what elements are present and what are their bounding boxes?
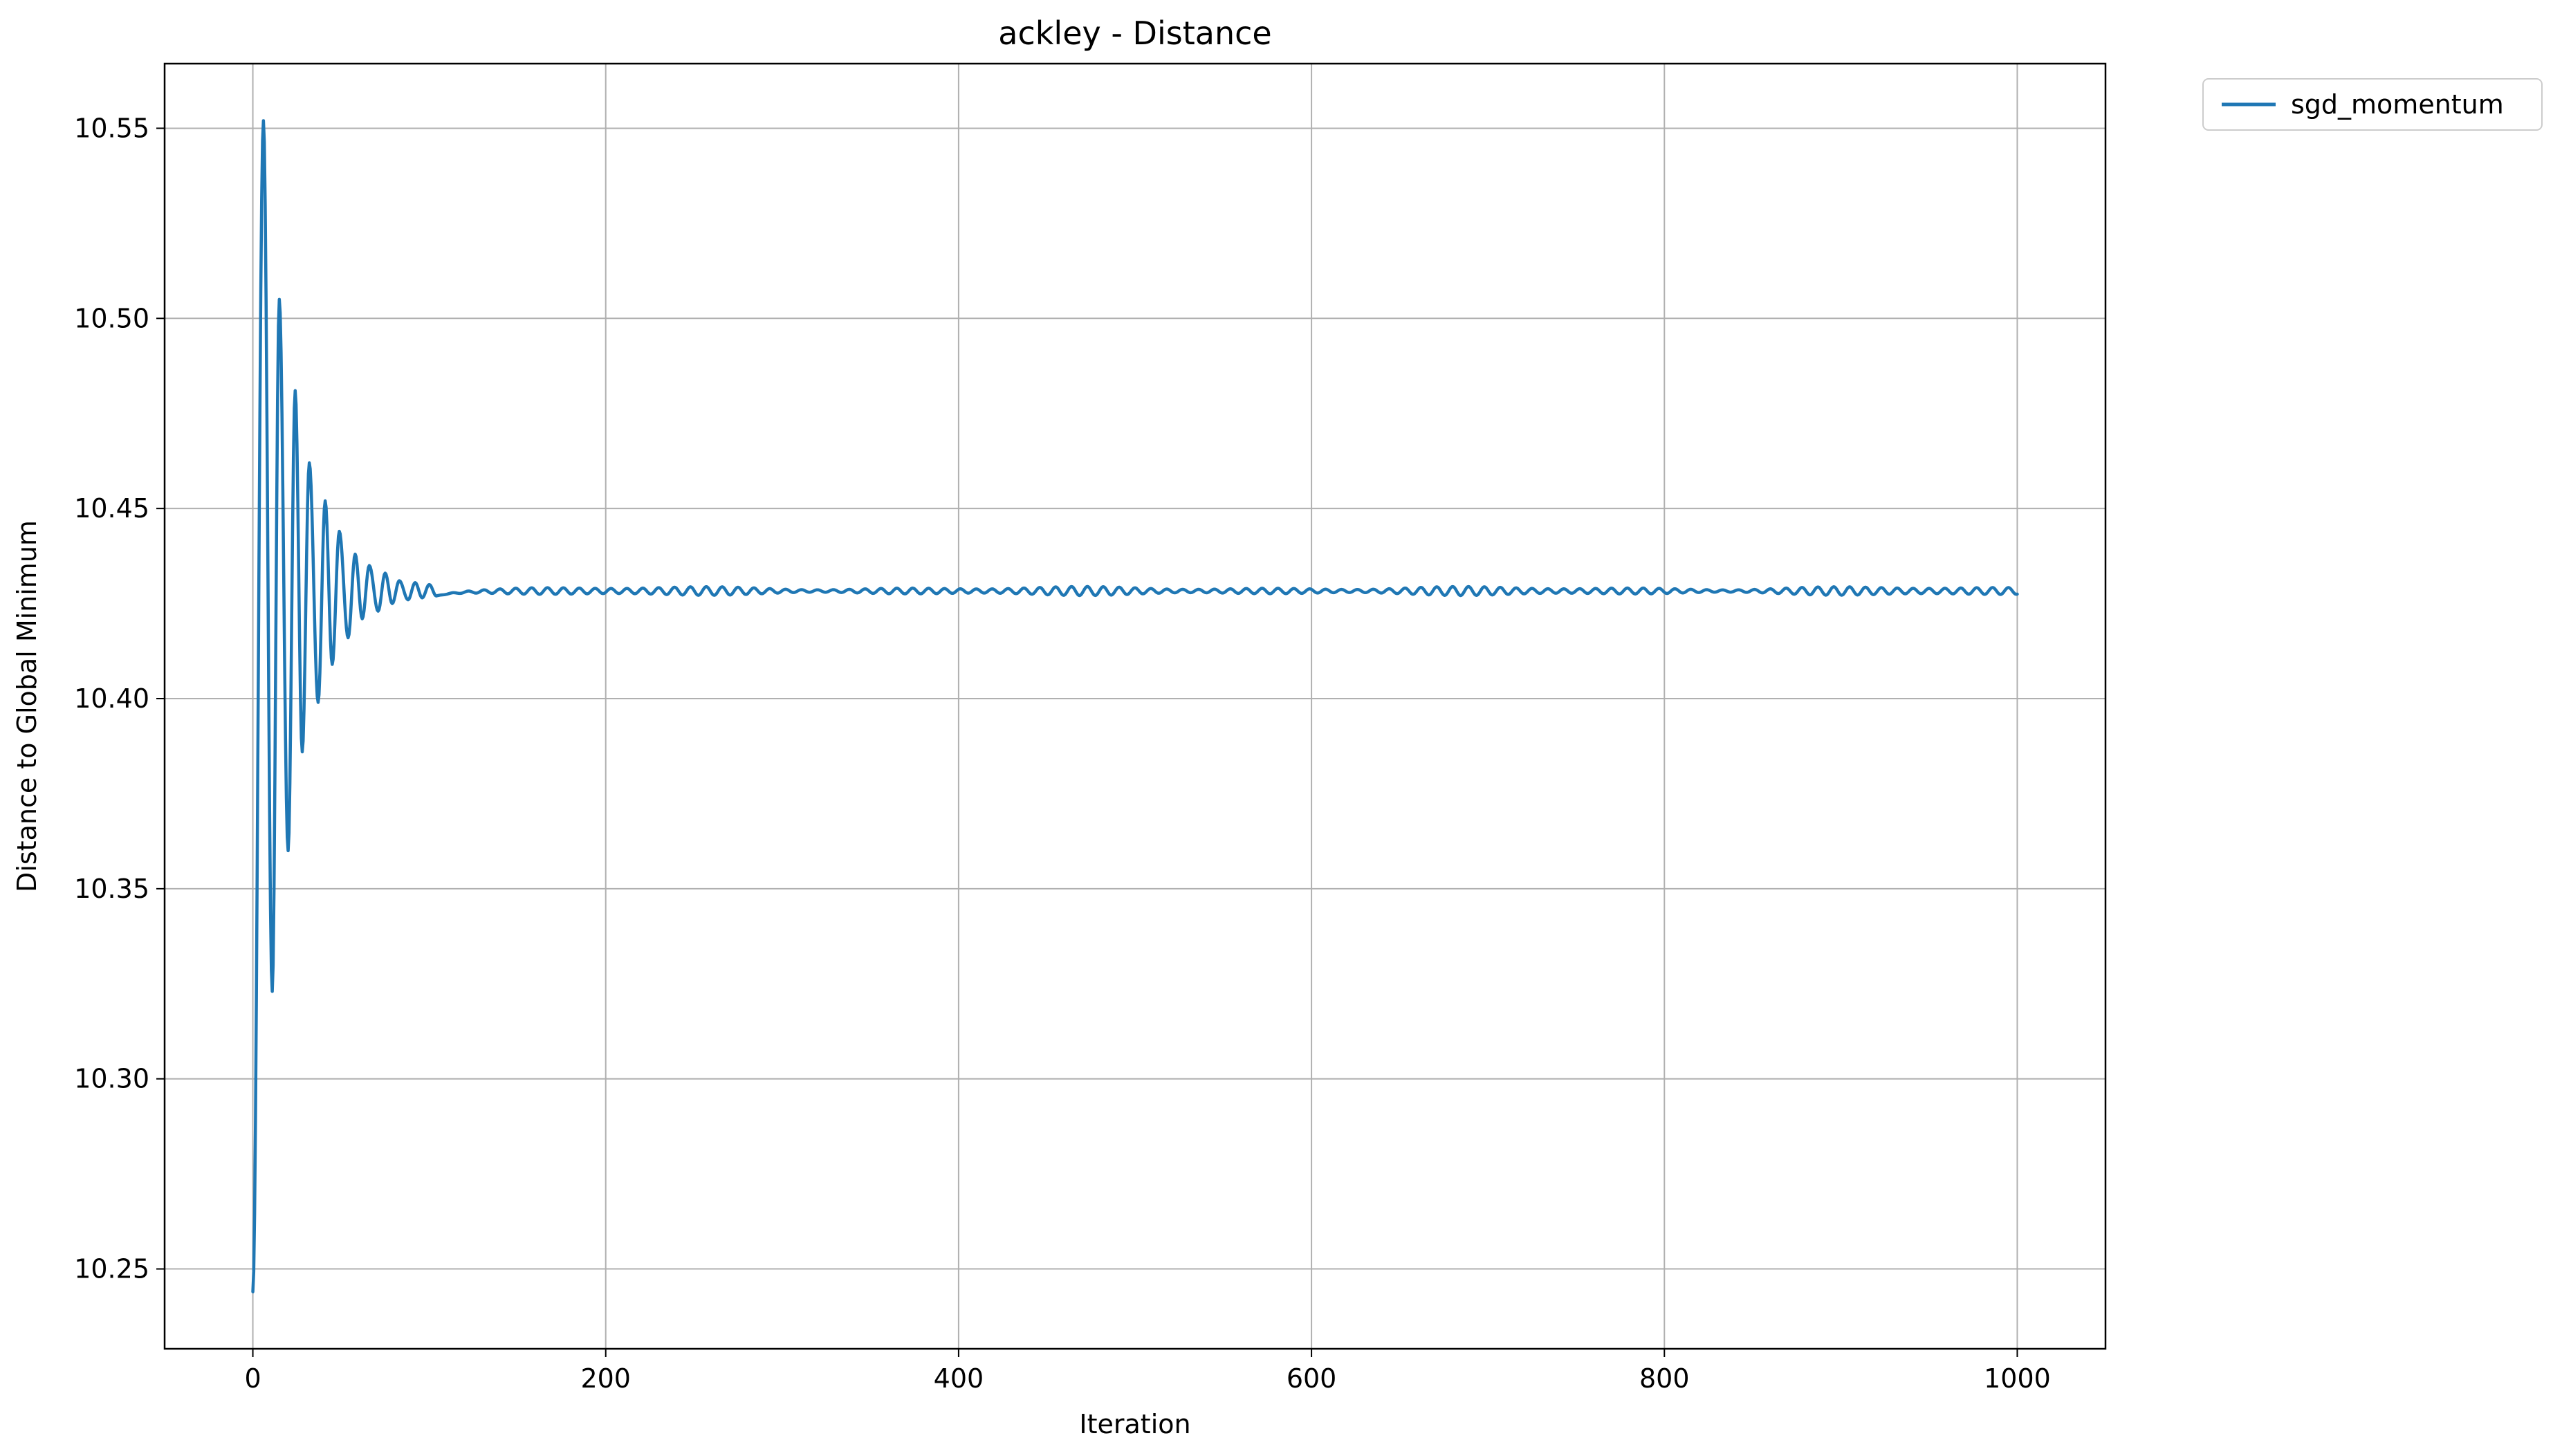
- x-axis-label: Iteration: [1079, 1409, 1190, 1439]
- y-tick-label: 10.40: [74, 683, 149, 714]
- x-tick-label: 1000: [1984, 1363, 2051, 1394]
- series-line-sgd-momentum: [251, 119, 2019, 1293]
- x-tick-label: 600: [1287, 1363, 1337, 1394]
- plot-frame: [163, 62, 2107, 1350]
- y-tick-label: 10.45: [74, 493, 149, 524]
- grid-layer: [165, 64, 2105, 1349]
- y-tick-label: 10.55: [74, 113, 149, 143]
- x-tick-label: 800: [1639, 1363, 1690, 1394]
- legend: sgd_momentum: [2202, 78, 2543, 131]
- chart-title: ackley - Distance: [998, 15, 1271, 52]
- y-tick-label: 10.50: [74, 303, 149, 333]
- x-tick-label: 200: [580, 1363, 631, 1394]
- y-axis-label: Distance to Global Minimum: [12, 520, 42, 892]
- legend-label-sgd-momentum: sgd_momentum: [2291, 89, 2504, 120]
- y-tick-label: 10.25: [74, 1254, 149, 1284]
- y-tick-label: 10.35: [74, 874, 149, 904]
- x-tick-label: 0: [244, 1363, 261, 1394]
- legend-box: [2202, 78, 2543, 131]
- y-tick-label: 10.30: [74, 1064, 149, 1094]
- x-tick-label: 400: [934, 1363, 984, 1394]
- series-layer: [251, 119, 2019, 1293]
- tick-layer: 0 200 400 600 800 1000 10.25 10.30 10.35 10.40 10.…: [74, 113, 2051, 1394]
